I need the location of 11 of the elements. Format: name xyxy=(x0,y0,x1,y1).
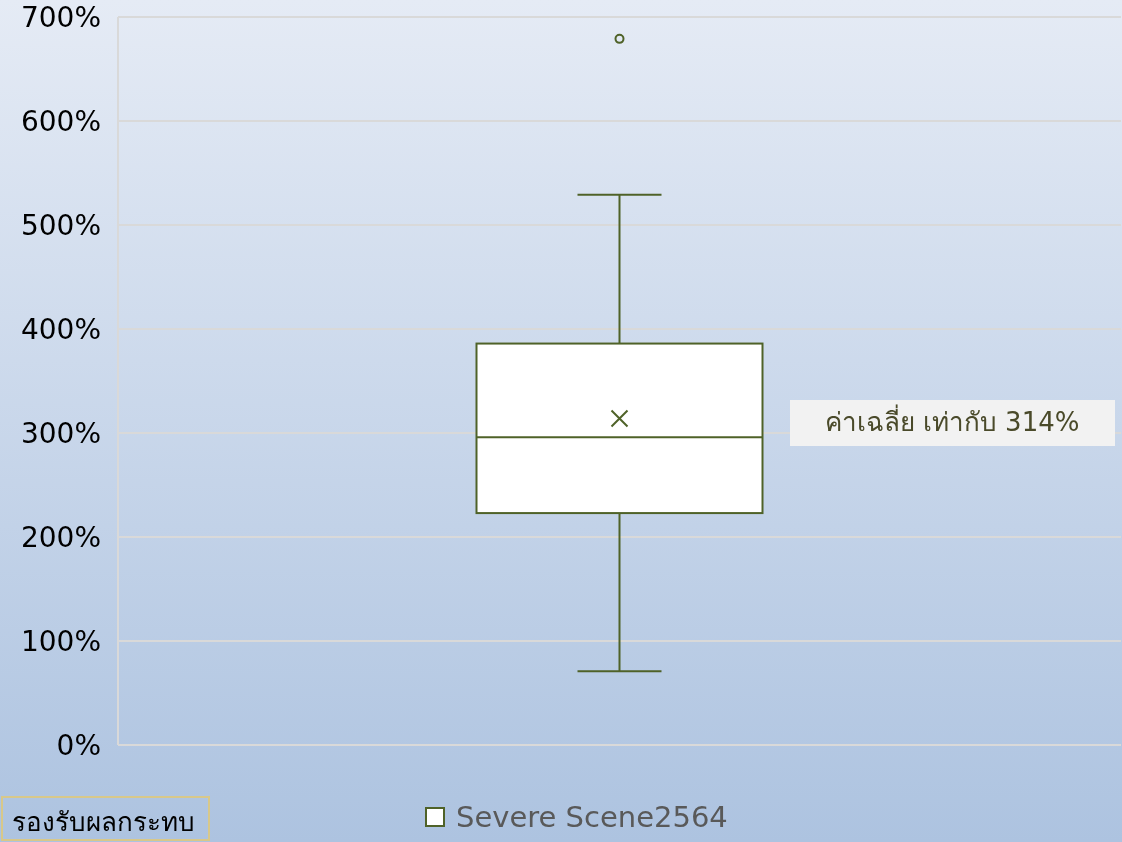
y-tick-label: 0% xyxy=(56,729,101,762)
y-tick-label: 400% xyxy=(20,313,101,346)
legend-label: Severe Scene2564 xyxy=(456,800,728,834)
y-tick-label: 300% xyxy=(20,417,101,450)
annotation: ค่าเฉลี่ย เท่ากับ 314% xyxy=(824,404,1080,437)
text: รองรับผลกระทบ xyxy=(12,807,195,837)
y-tick-label: 700% xyxy=(20,1,101,34)
y-tick-label: 500% xyxy=(20,209,101,242)
y-tick-label: 100% xyxy=(20,625,101,658)
y-tick-label: 600% xyxy=(20,105,101,138)
y-tick-label: 200% xyxy=(20,521,101,554)
